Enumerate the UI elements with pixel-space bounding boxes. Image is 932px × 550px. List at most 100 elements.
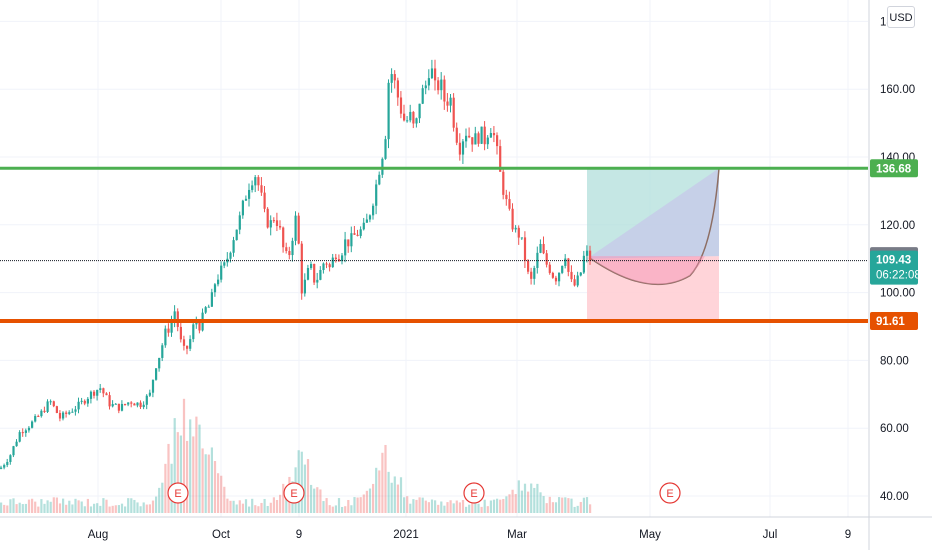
volume-bar — [396, 484, 399, 513]
volume-bar — [89, 506, 93, 513]
time-axis-label: Jul — [763, 529, 778, 541]
candle-body — [40, 410, 43, 417]
candle-body — [440, 79, 443, 91]
volume-bar — [350, 505, 353, 513]
volume-bar — [440, 501, 443, 513]
volume-bar — [210, 447, 213, 513]
cup-fill — [591, 256, 705, 285]
volume-bar — [198, 424, 201, 513]
price-axis-label: 40.00 — [880, 491, 909, 503]
earnings-label: E — [290, 488, 297, 500]
volume-bar — [585, 497, 589, 513]
candle-body — [558, 272, 561, 282]
volume-bar — [207, 454, 210, 513]
volume-bar — [263, 498, 266, 513]
volume-bar — [306, 459, 310, 513]
candle-body — [43, 410, 46, 412]
long-position-tool[interactable] — [587, 168, 720, 322]
horizontal-levels[interactable] — [0, 166, 868, 324]
volume-bar — [220, 475, 223, 513]
candlesticks — [0, 59, 592, 470]
earnings-marker[interactable]: E — [659, 482, 681, 504]
volume-bar — [399, 477, 403, 513]
volume-bar — [359, 497, 362, 513]
projection-triangle — [587, 168, 719, 259]
volume-bar — [536, 483, 539, 513]
volume-bar — [108, 506, 111, 513]
candle-body — [9, 455, 12, 462]
candle-body — [89, 391, 93, 399]
price-tag-resistance: 136.68 — [870, 159, 918, 178]
candle-body — [421, 88, 424, 104]
candle-body — [207, 306, 210, 308]
volume-bar — [347, 499, 350, 513]
earnings-marker[interactable]: E — [463, 482, 485, 504]
candle-body — [220, 265, 223, 280]
volume-bar — [260, 502, 263, 513]
candle-body — [288, 251, 291, 256]
volume-bar — [80, 501, 83, 513]
candle-body — [3, 465, 6, 468]
candle-body — [570, 271, 573, 280]
earnings-marker[interactable]: E — [167, 482, 189, 504]
candle-body — [356, 234, 359, 236]
volume-bar — [99, 505, 102, 513]
price-tag-value: 136.68 — [876, 163, 912, 175]
volume-bar — [322, 501, 325, 513]
volume-bar — [111, 505, 114, 513]
price-tag-last: 109.43 06:22:08 — [870, 250, 921, 285]
volume-bar — [502, 498, 505, 513]
candle-body — [120, 403, 124, 411]
price-axis-label: 60.00 — [880, 423, 909, 435]
volume-bar — [244, 499, 248, 513]
candle-body — [12, 446, 15, 456]
price-tag-countdown: 06:22:08 — [876, 270, 921, 282]
volume-bar — [567, 498, 570, 513]
volume-bar — [579, 501, 582, 513]
volume-bar — [127, 498, 130, 513]
candle-body — [303, 279, 306, 294]
volume-bar — [437, 504, 440, 513]
volume-bar — [9, 499, 12, 513]
candle-body — [58, 412, 62, 419]
volume-bar — [223, 486, 226, 513]
volume-bar — [430, 499, 434, 513]
candle-body — [282, 227, 285, 248]
volume-bar — [496, 498, 499, 513]
currency-button[interactable]: USD — [887, 6, 915, 28]
candle-body — [455, 127, 458, 143]
volume-bar — [182, 398, 186, 513]
volume-bar — [412, 499, 415, 513]
volume-bar — [554, 502, 558, 513]
candle-body — [71, 411, 74, 413]
volume-bar — [319, 489, 322, 513]
candle-body — [468, 135, 471, 138]
candle-body — [170, 321, 173, 333]
candle-body — [148, 392, 151, 396]
volume-bar — [179, 435, 182, 513]
volume-bar — [102, 498, 105, 513]
candle-body — [341, 255, 344, 262]
candle-body — [241, 200, 244, 216]
candle-body — [539, 243, 542, 253]
candle-body — [316, 279, 319, 283]
earnings-marker[interactable]: E — [283, 482, 305, 504]
candle-body — [406, 120, 409, 122]
earnings-label: E — [666, 488, 673, 500]
candle-body — [189, 339, 192, 349]
volume-bar — [564, 497, 567, 513]
volume-bar — [43, 503, 46, 513]
candle-body — [409, 111, 412, 121]
candle-body — [508, 199, 511, 209]
volume-bar — [155, 496, 158, 513]
volume-bar — [124, 506, 127, 513]
candle-body — [551, 272, 554, 278]
volume-bar — [576, 505, 579, 513]
candle-body — [350, 233, 353, 247]
volume-bar — [217, 473, 220, 513]
volume-bar — [325, 498, 328, 513]
